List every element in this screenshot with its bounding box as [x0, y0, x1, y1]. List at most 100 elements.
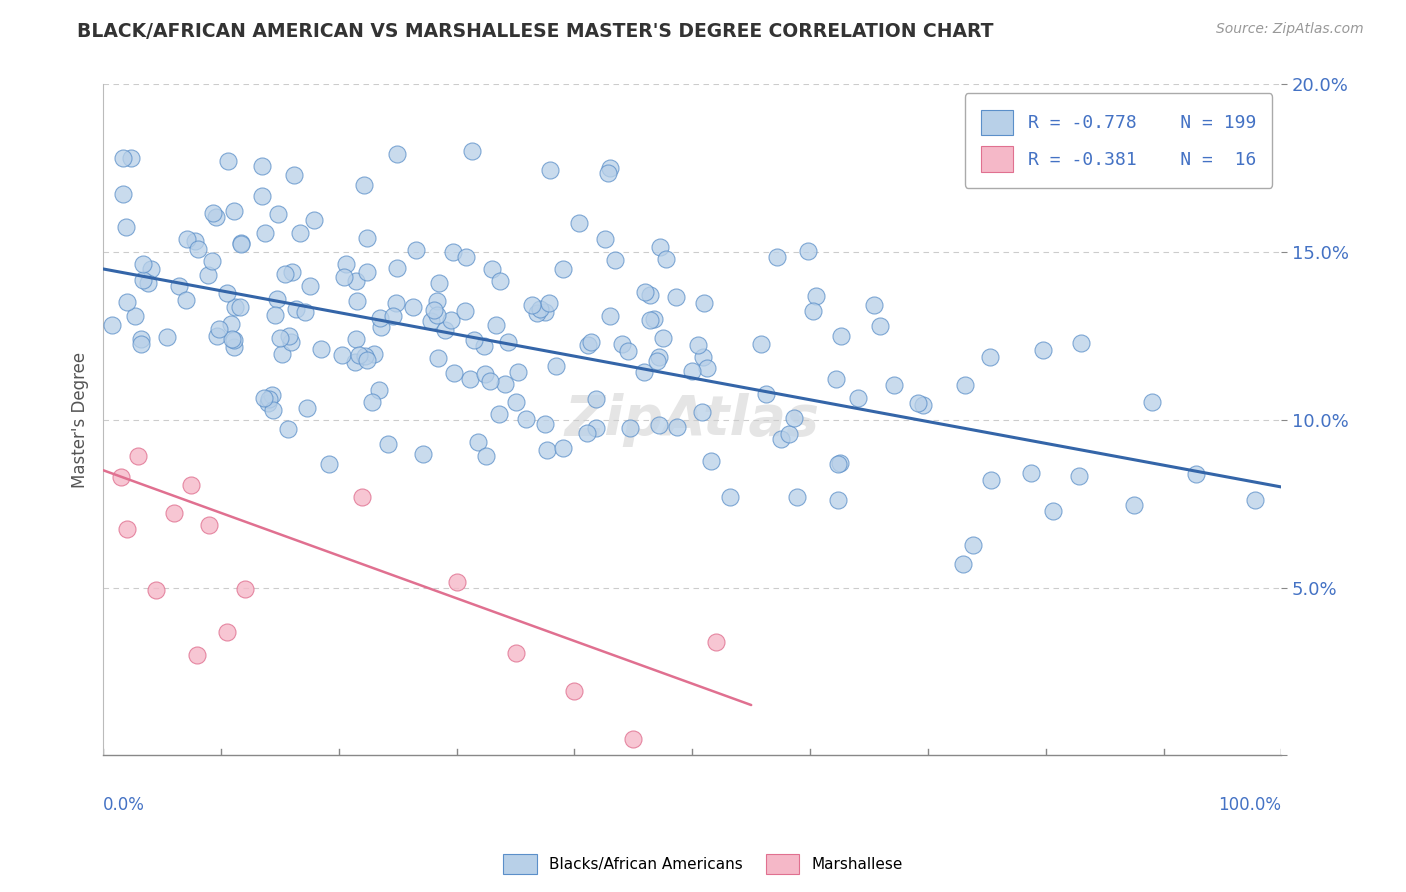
Point [633, 365, 655, 379]
Point [553, 442, 575, 456]
Text: 0.0%: 0.0% [103, 796, 145, 814]
Y-axis label: Master's Degree: Master's Degree [72, 351, 89, 488]
Point [356, 265, 378, 279]
Point [219, 317, 242, 331]
Point [277, 422, 299, 436]
Point [381, 310, 404, 324]
Point [783, 410, 806, 425]
Point [1140, 395, 1163, 409]
Point [229, 237, 252, 252]
Point [215, 625, 238, 640]
Point [127, 449, 149, 463]
Point [488, 408, 510, 422]
Point [755, 387, 778, 401]
Point [183, 234, 205, 248]
Point [494, 376, 516, 391]
Point [356, 352, 378, 367]
Point [506, 365, 529, 379]
Point [665, 420, 688, 434]
Point [704, 635, 727, 649]
Point [420, 314, 443, 328]
Point [827, 492, 849, 507]
Point [253, 226, 276, 240]
Point [426, 294, 449, 309]
Point [433, 323, 456, 337]
Point [536, 442, 558, 457]
Point [467, 435, 489, 450]
Point [281, 265, 304, 279]
Point [354, 349, 377, 363]
Point [1244, 493, 1267, 508]
Point [198, 518, 221, 533]
Point [1042, 504, 1064, 518]
Point [474, 367, 496, 381]
Point [1070, 335, 1092, 350]
Point [280, 334, 302, 349]
Point [638, 313, 661, 327]
Point [426, 309, 449, 323]
Point [318, 458, 340, 472]
Point [233, 582, 256, 596]
Point [370, 311, 392, 326]
Point [129, 336, 152, 351]
Point [634, 285, 657, 299]
Point [801, 304, 824, 318]
Point [352, 490, 374, 504]
Point [111, 152, 134, 166]
Point [690, 405, 713, 419]
Point [461, 144, 484, 158]
Point [907, 396, 929, 410]
Point [131, 257, 153, 271]
Point [443, 366, 465, 380]
Point [332, 270, 354, 285]
Point [579, 334, 602, 349]
Point [412, 447, 434, 461]
Point [828, 456, 851, 470]
Point [231, 235, 253, 250]
Point [1123, 498, 1146, 512]
Point [344, 274, 367, 288]
Point [980, 473, 1002, 487]
Point [648, 351, 671, 365]
Point [156, 329, 179, 343]
Point [489, 274, 512, 288]
Point [298, 279, 321, 293]
Point [568, 216, 591, 230]
Point [769, 433, 792, 447]
Point [353, 178, 375, 192]
Point [264, 308, 287, 322]
Point [229, 300, 252, 314]
Point [269, 331, 291, 345]
Point [115, 220, 138, 235]
Point [1067, 469, 1090, 483]
Point [765, 250, 787, 264]
Point [270, 347, 292, 361]
Point [778, 427, 800, 442]
Point [202, 206, 225, 220]
Point [402, 301, 425, 315]
Point [257, 396, 280, 410]
Point [205, 329, 228, 343]
Point [288, 226, 311, 240]
Point [167, 278, 190, 293]
Point [129, 332, 152, 346]
Point [619, 421, 641, 435]
Point [309, 342, 332, 356]
Point [664, 290, 686, 304]
Point [304, 213, 326, 227]
Point [252, 189, 274, 203]
Point [505, 646, 527, 660]
Point [862, 298, 884, 312]
Point [655, 252, 678, 266]
Point [478, 374, 501, 388]
Point [344, 354, 367, 368]
Point [346, 294, 368, 309]
Point [952, 557, 974, 571]
Point [456, 251, 478, 265]
Point [121, 151, 143, 165]
Point [599, 309, 621, 323]
Point [427, 276, 450, 290]
Point [585, 392, 607, 406]
Point [335, 257, 357, 271]
Point [827, 457, 849, 471]
